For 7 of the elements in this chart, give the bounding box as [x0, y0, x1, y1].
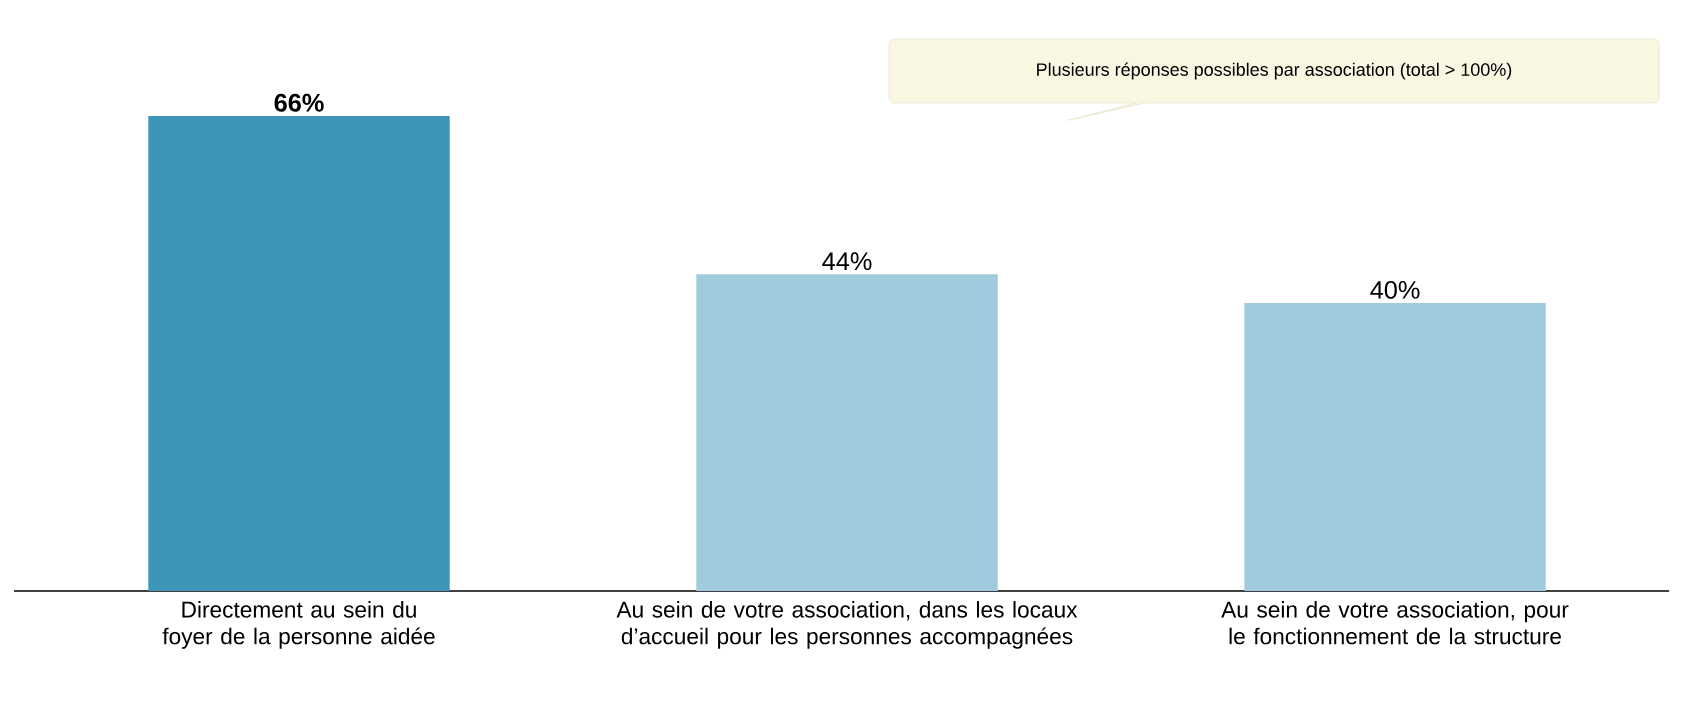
data-label: 40% [1370, 280, 1420, 299]
data-label: 44% [822, 252, 872, 271]
data-label: 66% [274, 93, 324, 112]
text: Plusieurs réponses possibles par association (total > 100%) [1037, 62, 1512, 80]
x-tick-label: Au sein de votre association, pour le fonctionnement de la structure [1221, 601, 1569, 645]
x-tick-label: Au sein de votre association, dans les locaux d’accueil pour les personnes accompagnées [616, 601, 1078, 649]
x-tick-label: Directement au sein du foyer de la personne aidée [162, 601, 435, 649]
